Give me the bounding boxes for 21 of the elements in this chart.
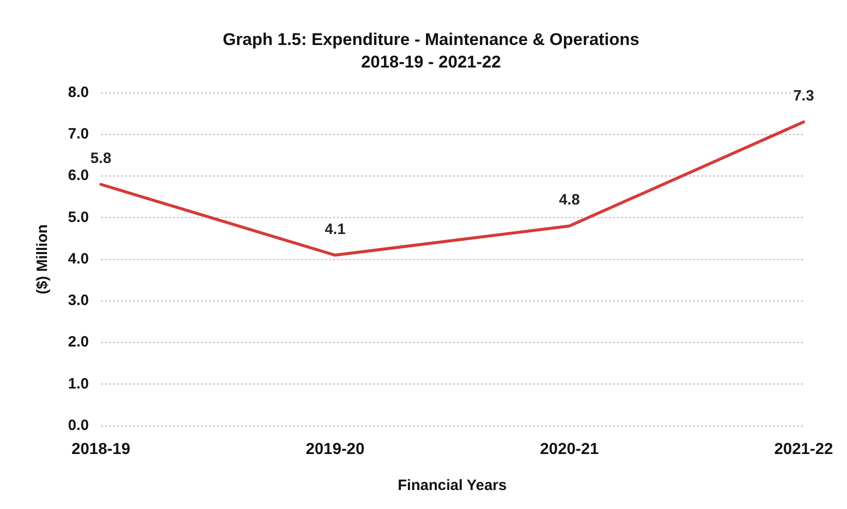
data-label: 4.8 xyxy=(558,192,580,209)
chart-title: Graph 1.5: Expenditure - Maintenance & Operations xyxy=(222,30,640,49)
x-tick-label: 2021-22 xyxy=(774,440,834,458)
data-label: 4.1 xyxy=(324,220,346,238)
y-tick-label: 0.0 xyxy=(68,416,89,434)
data-label: 7.3 xyxy=(793,88,814,105)
y-tick-label: 1.0 xyxy=(68,375,89,392)
y-tick-label: 8.0 xyxy=(68,84,89,101)
x-tick-label: 2020-21 xyxy=(540,440,599,458)
y-tick-label: 3.0 xyxy=(68,292,89,310)
data-label: 5.8 xyxy=(90,150,112,168)
y-axis-title: ($) Million xyxy=(34,224,52,294)
y-tick-label: 2.0 xyxy=(68,334,89,351)
y-tick-label: 6.0 xyxy=(68,167,89,184)
x-tick-label: 2019-20 xyxy=(306,440,365,458)
y-tick-label: 5.0 xyxy=(68,208,89,226)
chart-subtitle: 2018-19 - 2021-22 xyxy=(361,52,501,72)
y-tick-label: 7.0 xyxy=(68,126,89,143)
x-tick-label: 2018-19 xyxy=(71,440,130,458)
y-tick-label: 4.0 xyxy=(68,250,89,268)
x-axis-title: Financial Years xyxy=(398,477,507,494)
